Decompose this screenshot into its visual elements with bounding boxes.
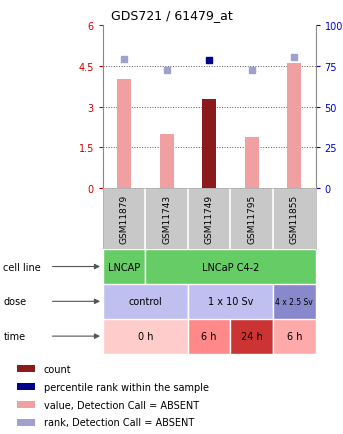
Point xyxy=(292,55,297,62)
Text: count: count xyxy=(44,364,71,374)
Text: GSM11743: GSM11743 xyxy=(162,195,171,243)
Text: GSM11749: GSM11749 xyxy=(205,195,214,243)
Bar xyxy=(17,383,35,390)
Text: time: time xyxy=(3,332,26,341)
Text: cell line: cell line xyxy=(3,262,41,272)
Text: GSM11855: GSM11855 xyxy=(290,194,299,244)
Text: percentile rank within the sample: percentile rank within the sample xyxy=(44,382,209,391)
Bar xyxy=(103,319,188,354)
Text: GDS721 / 61479_at: GDS721 / 61479_at xyxy=(111,9,232,22)
Bar xyxy=(103,250,145,284)
Point xyxy=(206,58,212,65)
Text: 0 h: 0 h xyxy=(138,332,153,341)
Text: 4 x 2.5 Sv: 4 x 2.5 Sv xyxy=(275,297,313,306)
Point xyxy=(249,67,255,74)
Bar xyxy=(17,365,35,372)
Bar xyxy=(117,80,131,189)
Bar xyxy=(188,319,230,354)
Text: 24 h: 24 h xyxy=(241,332,263,341)
Bar xyxy=(245,137,259,189)
Text: control: control xyxy=(129,297,162,306)
Bar xyxy=(230,319,273,354)
Bar xyxy=(188,284,273,319)
Point xyxy=(121,56,127,63)
Text: 6 h: 6 h xyxy=(286,332,302,341)
Bar xyxy=(287,64,301,189)
Bar xyxy=(145,250,316,284)
Point xyxy=(164,67,169,74)
Text: value, Detection Call = ABSENT: value, Detection Call = ABSENT xyxy=(44,400,199,410)
Bar xyxy=(17,419,35,426)
Text: GSM11879: GSM11879 xyxy=(120,194,129,244)
Text: LNCaP C4-2: LNCaP C4-2 xyxy=(202,262,259,272)
Text: GSM11795: GSM11795 xyxy=(247,194,256,244)
Bar xyxy=(273,284,316,319)
Bar xyxy=(103,284,188,319)
Text: 1 x 10 Sv: 1 x 10 Sv xyxy=(208,297,253,306)
Bar xyxy=(160,135,174,189)
Bar xyxy=(202,99,216,189)
Text: rank, Detection Call = ABSENT: rank, Detection Call = ABSENT xyxy=(44,418,194,427)
Text: LNCAP: LNCAP xyxy=(108,262,140,272)
Text: 6 h: 6 h xyxy=(201,332,217,341)
Bar xyxy=(273,319,316,354)
Bar xyxy=(17,401,35,408)
Text: dose: dose xyxy=(3,297,26,306)
